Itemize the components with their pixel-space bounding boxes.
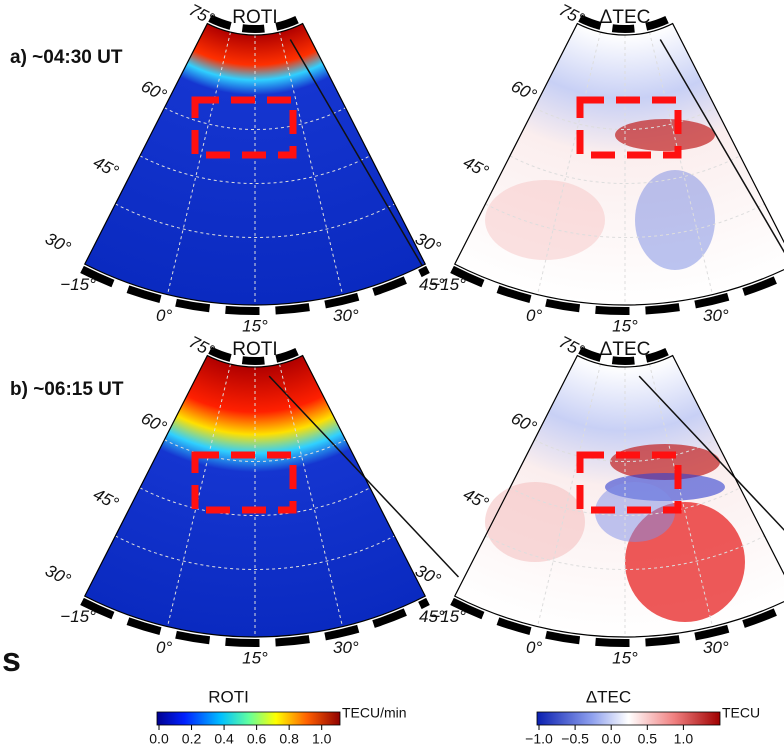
longitude-label: 15° bbox=[612, 648, 638, 667]
colorbar-unit: TECU/min bbox=[342, 705, 407, 721]
longitude-label: 0° bbox=[526, 638, 542, 657]
anomaly bbox=[485, 482, 585, 562]
longitude-label: 30° bbox=[703, 638, 729, 657]
longitude-label: 0° bbox=[156, 306, 172, 325]
latitude-label: 45° bbox=[460, 153, 492, 182]
colorbar-tick-label: 1.0 bbox=[312, 731, 332, 747]
latitude-label: 75° bbox=[556, 332, 588, 361]
latitude-label: 75° bbox=[556, 0, 588, 29]
figure: a) ~04:30 UT b) ~06:15 UT s ROTI 75° 60° 45… bbox=[0, 0, 784, 753]
colorbar-title: ROTI bbox=[208, 687, 249, 706]
colorbar-tick-label: −0.5 bbox=[561, 731, 589, 747]
map-title: ROTI bbox=[232, 7, 277, 28]
colorbar bbox=[157, 712, 340, 725]
colorbar-tick-label: 0.2 bbox=[182, 731, 202, 747]
latitude-label: 30° bbox=[42, 561, 74, 590]
map-title: ΔTEC bbox=[600, 7, 651, 28]
longitude-label: 15° bbox=[242, 648, 268, 667]
map-title: ROTI bbox=[232, 339, 277, 360]
latitude-label: 60° bbox=[508, 76, 540, 105]
longitude-label: 30° bbox=[333, 638, 359, 657]
text-fragment: s bbox=[2, 641, 21, 679]
latitude-label: 60° bbox=[508, 408, 540, 437]
longitude-label: −15° bbox=[430, 607, 466, 626]
longitude-label: −15° bbox=[60, 607, 96, 626]
longitude-label: 15° bbox=[242, 316, 268, 335]
latitude-label: 30° bbox=[42, 229, 74, 258]
colorbar-title: ΔTEC bbox=[586, 687, 631, 706]
colorbar-tick-label: 0.8 bbox=[279, 731, 299, 747]
colorbar-tick-label: 0.5 bbox=[638, 731, 658, 747]
panel-label: a) ~04:30 UT bbox=[10, 47, 123, 68]
longitude-label: −15° bbox=[60, 275, 96, 294]
latitude-label: 45° bbox=[460, 485, 492, 514]
anomaly bbox=[615, 119, 715, 151]
colorbar bbox=[537, 712, 720, 725]
longitude-label: 30° bbox=[333, 306, 359, 325]
map-title: ΔTEC bbox=[600, 339, 651, 360]
latitude-label: 45° bbox=[90, 153, 122, 182]
colorbar-tick-label: 0.0 bbox=[601, 731, 621, 747]
colorbar-tick-label: 1.0 bbox=[674, 731, 694, 747]
longitude-label: 0° bbox=[526, 306, 542, 325]
colorbar-tick-label: 0.4 bbox=[214, 731, 234, 747]
latitude-label: 45° bbox=[90, 485, 122, 514]
longitude-label: 0° bbox=[156, 638, 172, 657]
latitude-label: 75° bbox=[186, 0, 218, 29]
colorbar-tick-label: 0.6 bbox=[247, 731, 267, 747]
latitude-label: 60° bbox=[138, 76, 170, 105]
longitude-label: 15° bbox=[612, 316, 638, 335]
colorbar-tick-label: −1.0 bbox=[525, 731, 553, 747]
latitude-label: 75° bbox=[186, 332, 218, 361]
anomaly bbox=[485, 180, 605, 260]
map-fill bbox=[455, 24, 784, 305]
longitude-label: −15° bbox=[430, 275, 466, 294]
latitude-label: 60° bbox=[138, 408, 170, 437]
longitude-label: 30° bbox=[703, 306, 729, 325]
panel-label: b) ~06:15 UT bbox=[10, 379, 124, 400]
colorbar-tick-label: 0.0 bbox=[149, 731, 169, 747]
colorbar-unit: TECU bbox=[722, 705, 760, 721]
